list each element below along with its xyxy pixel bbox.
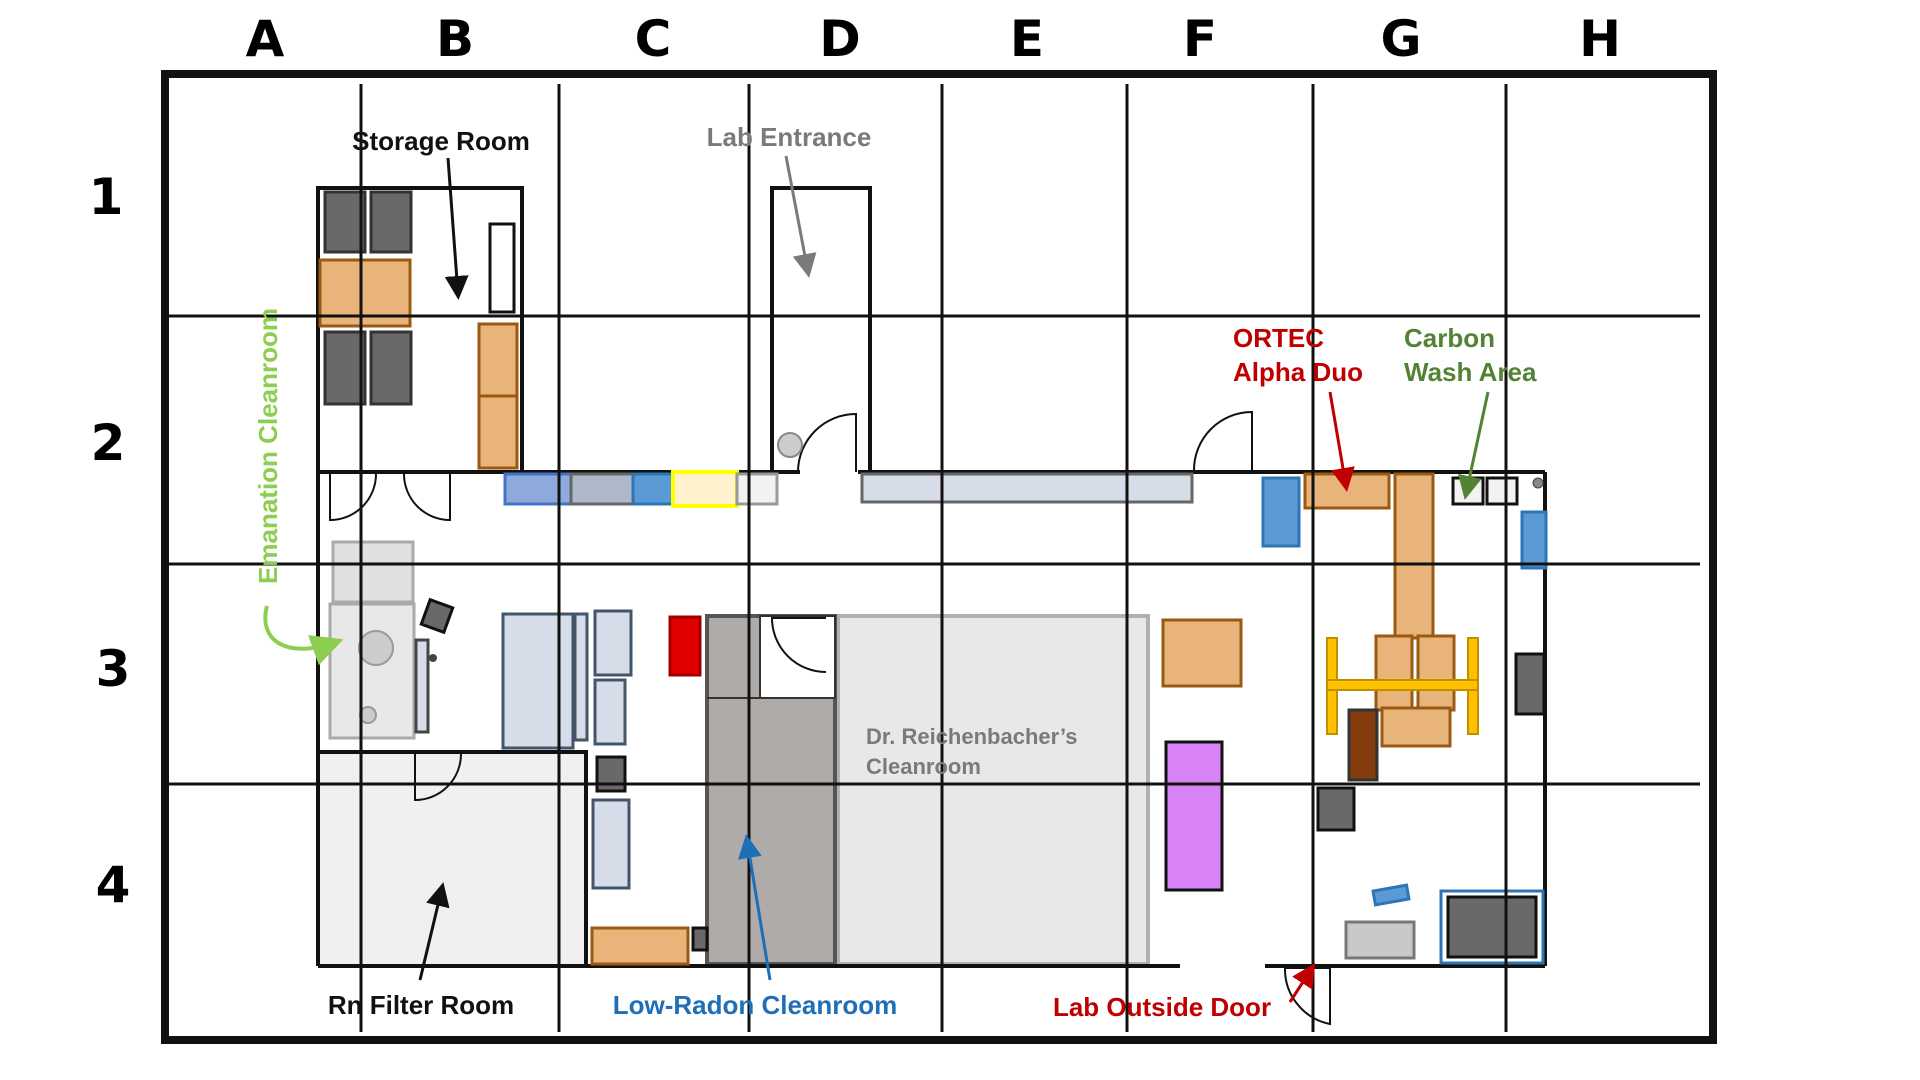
lab-outside-door: [1283, 967, 1331, 1026]
ortec-label-line2: Alpha Duo: [1233, 357, 1363, 387]
bench-cluster-3: [1380, 706, 1452, 748]
carbon-wash-drain: [1532, 477, 1544, 489]
lab-outside-door-label: Lab Outside Door: [1053, 992, 1271, 1022]
row-header-4: 4: [96, 856, 131, 914]
low-radon-anteroom-door: [770, 617, 827, 673]
purple-bench: [1164, 740, 1224, 892]
lab-entrance-wall: [770, 186, 872, 472]
grid-outer-border: [161, 70, 1717, 1044]
labels-layer: Storage Room Lab Entrance Emanation Clea…: [253, 122, 1537, 1022]
carbon-wash-arrow: [1458, 391, 1490, 500]
column-header-b: B: [436, 10, 474, 68]
carbon-wash-label-line1: Carbon: [1404, 323, 1495, 353]
carbon-wash-column: [1393, 472, 1435, 640]
low-radon-arrow: [738, 834, 772, 981]
low-radon-anteroom: [759, 615, 836, 699]
column-headers: A B C D E F G H: [246, 10, 1621, 68]
counter-light: [735, 472, 779, 506]
emanation-valve: [429, 654, 437, 662]
bench-cluster-1: [1374, 634, 1414, 712]
column-header-a: A: [246, 10, 285, 68]
detector-box-1: [593, 609, 633, 677]
counter-blue-1: [503, 472, 573, 506]
row-header-2: 2: [91, 414, 126, 472]
detector-box-2: [593, 678, 627, 746]
red-cabinet: [668, 615, 702, 677]
fume-hood-crossbar: [1326, 679, 1479, 691]
glovebox-large: [501, 612, 575, 750]
bench-cluster-2: [1416, 634, 1456, 712]
rn-filter-room-wall: [318, 750, 588, 966]
rooms-layer: [318, 614, 1150, 966]
long-counter: [860, 472, 1194, 504]
row-header-3: 3: [96, 640, 131, 698]
lab-entrance-label: Lab Entrance: [707, 122, 872, 152]
grid-layer: [161, 70, 1717, 1044]
storage-shelf: [488, 222, 516, 314]
storage-bench-2: [477, 394, 519, 470]
dark-box-south-east: [1316, 786, 1356, 832]
glovebox-rack: [573, 612, 589, 742]
emanation-bench-top: [331, 540, 415, 604]
emanation-door-right: [403, 473, 451, 522]
column-header-g: G: [1380, 10, 1421, 68]
reichenbacher-cleanroom: [836, 614, 1150, 966]
rn-filter-room-door: [414, 753, 462, 802]
rn-filter-room-arrow: [418, 882, 450, 981]
storage-bench-1: [477, 322, 519, 398]
dark-cabinet-far-east: [1514, 652, 1546, 716]
emanation-rack: [414, 638, 430, 734]
column-header-h: H: [1579, 10, 1621, 68]
storage-cabinet-2: [369, 190, 413, 254]
storage-cabinet-1: [323, 190, 367, 254]
emanation-chamber-large: [358, 630, 394, 666]
storage-cabinet-4: [369, 330, 413, 406]
carbon-wash-sink-2: [1485, 476, 1519, 506]
equipment-layer: [318, 190, 1548, 966]
reichenbacher-label-line2: Cleanroom: [866, 754, 981, 779]
lab-entrance-east-door: [1193, 410, 1253, 471]
rn-filter-room-label: Rn Filter Room: [328, 990, 514, 1020]
counter-gray-1: [569, 472, 635, 506]
blue-cabinet-east: [1261, 476, 1301, 548]
column-header-c: C: [635, 10, 672, 68]
counter-yellow: [671, 470, 739, 508]
carbon-wash-label-line2: Wash Area: [1404, 357, 1537, 387]
rn-filter-room-floor: [318, 752, 586, 966]
counter-blue-2: [631, 472, 675, 506]
ortec-label-line1: ORTEC: [1233, 323, 1324, 353]
column-header-d: D: [819, 10, 861, 68]
blue-tag: [1371, 883, 1411, 907]
row-headers: 1 2 3 4: [89, 168, 131, 914]
ortec-alpha-duo-bench: [1303, 472, 1391, 510]
detector-box-3: [591, 798, 631, 890]
row-header-1: 1: [89, 168, 124, 226]
emanation-pump: [419, 597, 455, 635]
column-header-f: F: [1183, 10, 1217, 68]
brown-cabinet: [1347, 708, 1379, 782]
entrance-sink: [777, 432, 803, 458]
storage-cabinet-3: [323, 330, 367, 406]
ortec-arrow: [1328, 391, 1355, 492]
emanation-cleanroom-label: Emanation Cleanroom: [253, 308, 283, 584]
lab-entrance-door: [797, 412, 857, 473]
arrows-layer: [263, 155, 1490, 1003]
glovebox-south-east: [1446, 895, 1538, 959]
column-header-e: E: [1010, 10, 1044, 68]
blue-cabinet-far-east: [1520, 510, 1548, 570]
emanation-cleanroom-arrow: [263, 605, 344, 666]
storage-room-arrow: [444, 157, 469, 300]
reichenbacher-label-line1: Dr. Reichenbacher’s: [866, 724, 1078, 749]
south-bench: [590, 926, 690, 966]
storage-room-label: Storage Room: [352, 126, 530, 156]
center-table: [1161, 618, 1243, 688]
gray-bench-south-east: [1344, 920, 1416, 960]
small-dark-box: [595, 755, 627, 793]
lab-entrance-arrow: [784, 155, 817, 278]
low-radon-cleanroom-label: Low-Radon Cleanroom: [613, 990, 898, 1020]
emanation-door-left: [329, 473, 377, 522]
south-small-box: [691, 926, 709, 952]
lab-outside-door-arrow: [1288, 962, 1316, 1003]
